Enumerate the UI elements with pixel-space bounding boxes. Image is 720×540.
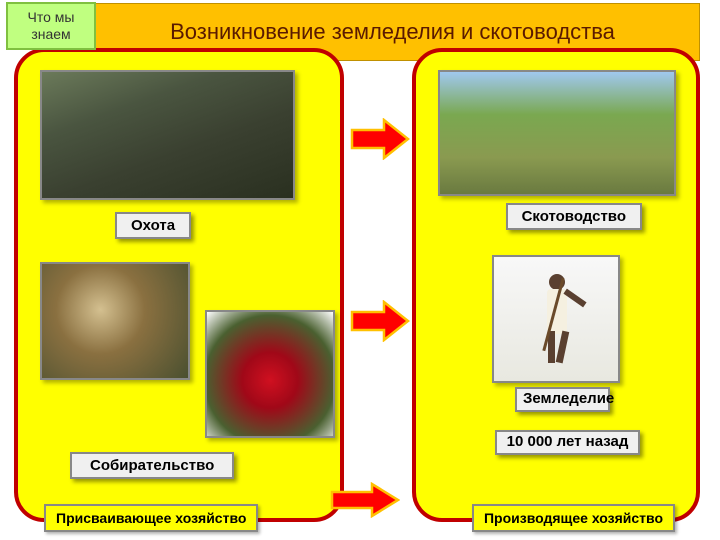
- appropriating-economy-label: Присваивающее хозяйство: [44, 504, 258, 532]
- farming-image: [492, 255, 620, 383]
- time-label: 10 000 лет назад: [495, 430, 640, 455]
- arrow-hunting-to-cattle: [350, 118, 410, 160]
- hunting-label: Охота: [115, 212, 191, 239]
- arrow-gathering-to-farming: [350, 300, 410, 342]
- arrow-economy-transition: [330, 482, 400, 518]
- farmer-figure: [529, 269, 584, 369]
- hunting-image: [40, 70, 295, 200]
- cattle-label: Скотоводство: [506, 203, 642, 230]
- gathering-label: Собирательство: [70, 452, 234, 479]
- farming-label: Земледелие: [515, 387, 610, 412]
- cattle-image: [438, 70, 676, 196]
- know-box: Что мы знаем: [6, 2, 96, 50]
- gathering-image-berries: [205, 310, 335, 438]
- gathering-image-mushrooms: [40, 262, 190, 380]
- producing-economy-label: Производящее хозяйство: [472, 504, 675, 532]
